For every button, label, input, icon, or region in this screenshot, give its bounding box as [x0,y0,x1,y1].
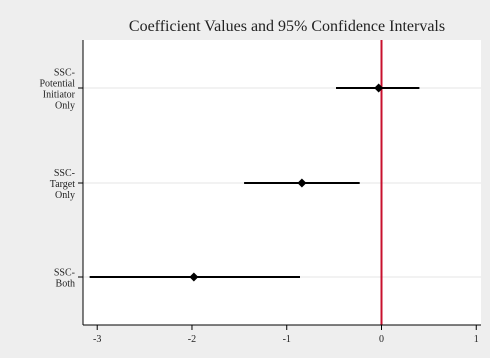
x-tick-label: -2 [188,334,196,345]
coefficient-point-marker [374,83,384,93]
category-label-line: SSC- [54,268,75,279]
category-label-line: SSC- [54,68,75,79]
x-axis-ticks: -3 -2 -1 0 1 [93,325,479,345]
category-label-line: Only [55,190,75,201]
x-tick-label: 1 [474,334,479,345]
category-labels: SSC-PotentialInitiatorOnlySSC-TargetOnly… [39,68,83,290]
category-label-line: Only [55,101,75,112]
category-label-line: Both [56,279,75,290]
category-label-line: Target [50,179,75,190]
coefficient-marks [89,83,420,282]
category-label-line: Initiator [43,90,76,101]
chart-title: Coefficient Values and 95% Confidence In… [129,18,445,35]
x-tick-label: -1 [283,334,291,345]
coefficient-point-marker [297,178,307,188]
coefficient-point-marker [189,272,199,282]
x-tick-label: -3 [93,334,101,345]
category-label-line: SSC- [54,168,75,179]
category-label-line: Potential [39,79,75,90]
x-tick-label: 0 [379,334,384,345]
